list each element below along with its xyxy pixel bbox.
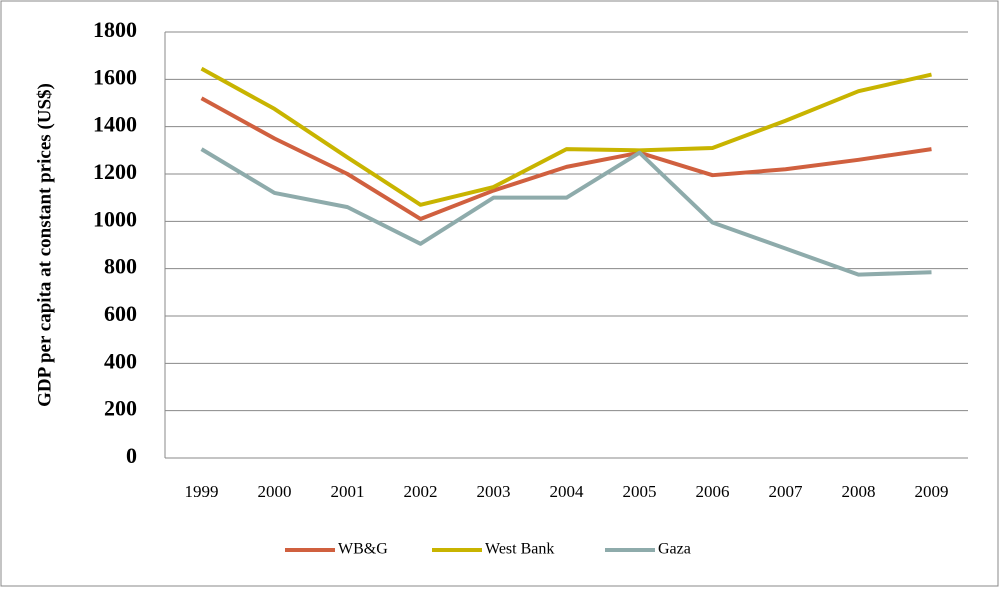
- x-tick-label: 2000: [258, 482, 292, 501]
- legend-label: WB&G: [338, 541, 388, 558]
- series-line: [200, 96, 932, 221]
- x-tick-label: 1999: [185, 482, 219, 501]
- x-tick-label: 2008: [842, 482, 876, 501]
- y-tick-label: 1800: [93, 17, 137, 42]
- series-line: [200, 66, 932, 207]
- y-tick-label: 200: [104, 396, 137, 421]
- y-tick-label: 1200: [93, 159, 137, 184]
- y-tick-label: 600: [104, 301, 137, 326]
- y-tick-label: 1600: [93, 64, 137, 89]
- x-tick-label: 2009: [915, 482, 949, 501]
- series-line: [200, 147, 932, 277]
- x-tick-label: 2007: [769, 482, 804, 501]
- x-tick-label: 2001: [331, 482, 365, 501]
- legend-label: West Bank: [485, 541, 554, 558]
- y-tick-label: 800: [104, 254, 137, 279]
- x-tick-label: 2005: [623, 482, 657, 501]
- y-tick-label: 1400: [93, 112, 137, 137]
- y-tick-label: 0: [126, 443, 137, 468]
- y-tick-label: 400: [104, 348, 137, 373]
- legend-label: Gaza: [658, 541, 691, 558]
- x-tick-label: 2003: [477, 482, 511, 501]
- y-axis-label: GDP per capita at constant prices (US$): [34, 83, 55, 407]
- y-tick-label: 1000: [93, 206, 137, 231]
- x-tick-label: 2004: [550, 482, 585, 501]
- x-tick-label: 2002: [404, 482, 438, 501]
- x-tick-label: 2006: [696, 482, 730, 501]
